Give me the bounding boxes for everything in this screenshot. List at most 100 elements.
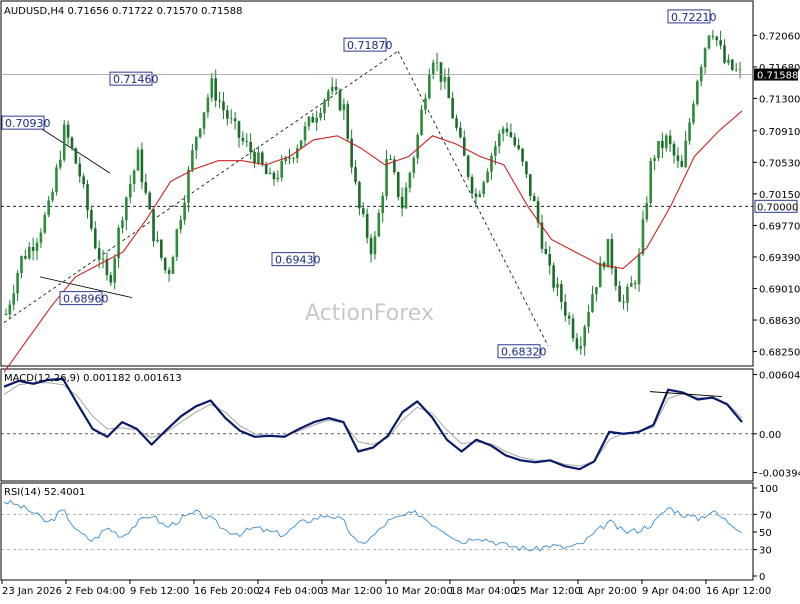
candle-body <box>595 287 598 295</box>
candle-body <box>556 284 559 288</box>
candle-body <box>198 128 202 137</box>
candle-body <box>214 78 217 101</box>
candle-body <box>229 118 233 120</box>
candle-body <box>649 160 653 204</box>
swing-label: 0.68960 <box>63 293 109 306</box>
candle-body <box>268 172 272 175</box>
candle-body <box>416 134 419 159</box>
swing-label-box <box>343 37 387 52</box>
candle-body <box>12 293 16 305</box>
candle-body <box>361 208 365 214</box>
price-tick-label: 0.68630 <box>759 316 800 327</box>
candle-body <box>128 183 132 198</box>
candle-body <box>140 149 144 183</box>
candle-body <box>583 326 586 347</box>
price-tick-label: 0.70530 <box>759 158 800 169</box>
candle-body <box>113 258 116 283</box>
candle-body <box>16 273 19 294</box>
candle-body <box>521 148 524 162</box>
candle-body <box>253 152 256 164</box>
price-tick-label: 0.69390 <box>759 253 800 264</box>
time-tick-label: 9 Apr 04:00 <box>642 586 701 597</box>
time-tick-label: 16 Apr 12:00 <box>706 586 771 597</box>
candle-body <box>307 116 311 127</box>
candle-body <box>618 285 621 302</box>
candle-body <box>319 112 322 118</box>
rsi-lines <box>1 499 753 552</box>
candle-body <box>86 184 89 211</box>
candle-body <box>226 110 229 119</box>
candle-body <box>237 121 241 138</box>
swing-label-box <box>109 71 153 86</box>
candle-body <box>719 40 722 46</box>
swing-label-box <box>667 9 711 24</box>
candle-body <box>156 239 159 242</box>
price-candles <box>4 29 742 356</box>
candle-body <box>377 213 381 237</box>
candle-body <box>494 146 497 156</box>
candle-body <box>676 155 680 161</box>
candle-body <box>105 258 109 276</box>
price-tick-label: 0.68250 <box>759 348 800 359</box>
candle-body <box>664 135 668 149</box>
time-tick-label: 16 Feb 20:00 <box>194 586 260 597</box>
candle-body <box>575 338 579 349</box>
candle-body <box>284 157 287 161</box>
price-tick-label: 0.69010 <box>759 284 800 295</box>
candle-body <box>233 118 237 122</box>
candle-body <box>517 145 520 149</box>
candle-body <box>31 246 35 251</box>
candle-body <box>653 158 656 161</box>
candle-body <box>723 45 726 63</box>
candle-body <box>20 256 23 274</box>
candle-body <box>70 137 74 149</box>
candle-body <box>680 160 684 167</box>
candle-body <box>354 167 357 183</box>
candle-body <box>478 194 482 197</box>
candle-body <box>431 62 435 75</box>
candle-body <box>218 100 221 102</box>
candle-body <box>598 262 602 288</box>
time-tick-label: 25 Mar 12:00 <box>514 586 581 597</box>
candle-body <box>288 157 291 159</box>
candle-body <box>381 195 385 214</box>
candle-body <box>482 182 485 195</box>
time-tick-label: 2 Feb 04:00 <box>66 586 125 597</box>
candle-body <box>447 76 451 99</box>
candle-body <box>610 239 614 269</box>
price-tick-label: 0.71300 <box>759 94 800 105</box>
candle-body <box>579 346 583 349</box>
candle-body <box>548 253 552 266</box>
candle-body <box>125 197 128 221</box>
candle-body <box>241 137 245 142</box>
macd-axis: 0.006048 0.00 -0.00394 <box>753 370 800 480</box>
candle-body <box>501 128 505 134</box>
price-tick-label: 0.69770 <box>759 221 800 232</box>
moving-average <box>3 110 743 373</box>
candle-body <box>529 174 532 197</box>
swing-label: 0.68320 <box>501 346 547 359</box>
candle-body <box>191 150 194 170</box>
candle-body <box>552 265 555 288</box>
swing-label: 0.69430 <box>275 254 321 267</box>
candle-body <box>39 232 43 243</box>
candle-body <box>699 67 703 82</box>
candle-body <box>245 141 249 143</box>
candle-body <box>261 152 264 165</box>
candle-body <box>730 59 734 70</box>
rsi-tick-label: 30 <box>759 546 772 557</box>
candle-body <box>540 222 544 249</box>
candle-body <box>117 227 120 259</box>
candle-body <box>330 86 334 92</box>
swing-label-box <box>1 115 45 130</box>
swing-label-box <box>497 344 541 359</box>
candle-body <box>645 203 649 220</box>
candle-body <box>525 161 528 175</box>
candle-body <box>35 242 39 251</box>
candle-body <box>668 135 672 145</box>
candle-body <box>424 98 427 110</box>
candle-body <box>55 167 58 192</box>
candle-body <box>400 197 404 209</box>
candle-body <box>466 155 470 177</box>
